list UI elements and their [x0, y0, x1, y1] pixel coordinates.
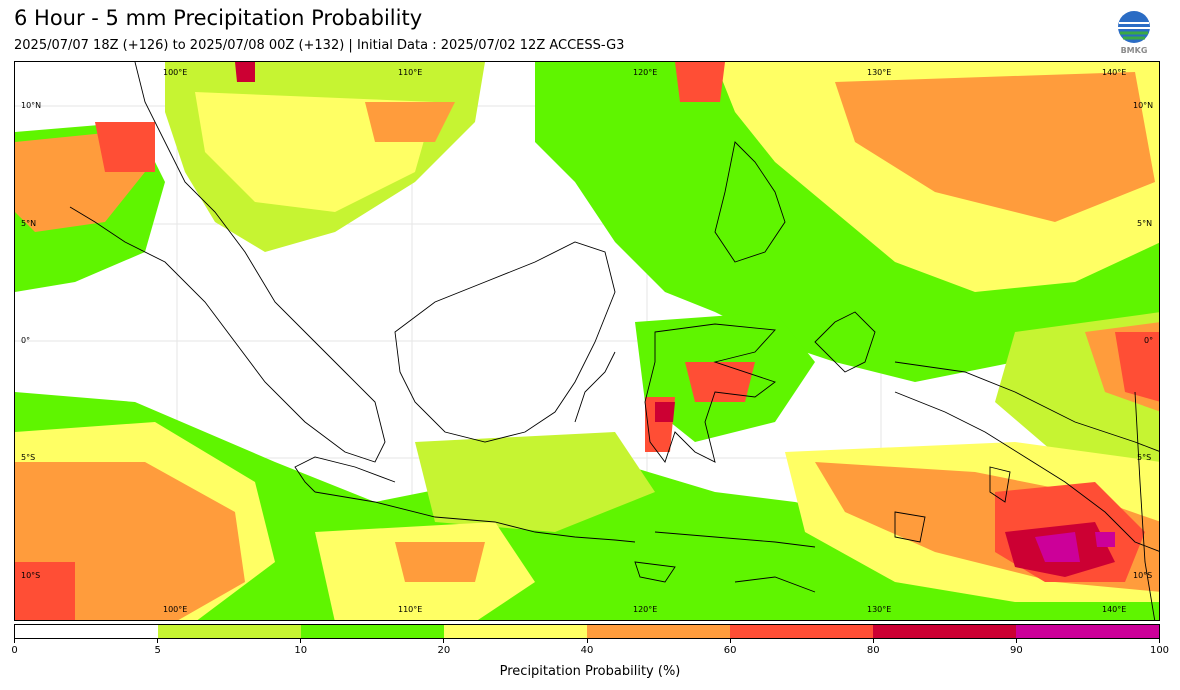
lon-label-120e-top: 120°E: [633, 68, 658, 77]
colorbar-tick-label: 90: [1010, 645, 1023, 656]
colorbar-tick: [729, 639, 731, 643]
lat-label-10n-right: 10°N: [1133, 101, 1154, 110]
colorbar-tick: [1015, 639, 1017, 643]
colorbar-tick-label: 5: [154, 645, 161, 656]
lon-label-130e-top: 130°E: [867, 68, 892, 77]
lon-label-140e-top: 140°E: [1102, 68, 1127, 77]
colorbar-title: Precipitation Probability (%): [499, 664, 681, 679]
chart-subtitle: 2025/07/07 18Z (+126) to 2025/07/08 00Z …: [14, 38, 625, 53]
colorbar-tick: [443, 639, 445, 643]
map-canvas: [15, 62, 1159, 620]
colorbar-segment: [1016, 625, 1159, 638]
lat-label-0-right: 0°: [1144, 336, 1154, 345]
colorbar-tick: [872, 639, 874, 643]
coastlines: [69, 62, 1159, 620]
lat-label-0-left: 0°: [21, 336, 31, 345]
colorbar-tick-label: 20: [437, 645, 451, 656]
colorbar-tick: [14, 639, 15, 643]
colorbar-segment: [587, 625, 730, 638]
colorbar-segment: [444, 625, 587, 638]
colorbar-segment: [15, 625, 158, 638]
colorbar-tick-label: 10: [294, 645, 308, 656]
colorbar-segment: [873, 625, 1016, 638]
colorbar-tick-label: 0: [11, 645, 18, 656]
lon-label-120e-bottom: 120°E: [633, 605, 658, 614]
colorbar-tick: [300, 639, 302, 643]
probability-field: [15, 62, 1159, 620]
lon-label-100e-bottom: 100°E: [163, 605, 188, 614]
colorbar-segment: [158, 625, 301, 638]
precipitation-map: 100°E 110°E 120°E 130°E 140°E 100°E 110°…: [14, 61, 1160, 621]
chart-title: 6 Hour - 5 mm Precipitation Probability: [14, 6, 423, 30]
lon-label-140e-bottom: 140°E: [1102, 605, 1127, 614]
colorbar-tick-label: 100: [1149, 645, 1170, 656]
colorbar-tick: [586, 639, 588, 643]
colorbar-tick: [157, 639, 159, 643]
lon-label-130e-bottom: 130°E: [867, 605, 892, 614]
colorbar-tick-label: 60: [723, 645, 737, 656]
colorbar-segment: [730, 625, 873, 638]
colorbar-tick-label: 80: [866, 645, 880, 656]
lat-label-5n-left: 5°N: [21, 219, 37, 228]
lat-label-5s-right: 5°S: [1137, 453, 1152, 462]
lon-label-110e-top: 110°E: [398, 68, 423, 77]
lat-label-10n-left: 10°N: [21, 101, 42, 110]
colorbar-tick: [1159, 639, 1160, 643]
colorbar: [14, 624, 1160, 639]
bmkg-globe-icon: BMKG: [1118, 11, 1150, 55]
colorbar-segment: [301, 625, 444, 638]
bmkg-logo: BMKG: [1112, 10, 1156, 56]
logo-text: BMKG: [1121, 46, 1148, 55]
lat-label-10s-right: 10°S: [1133, 571, 1153, 580]
lat-label-5s-left: 5°S: [21, 453, 36, 462]
colorbar-tick-label: 40: [580, 645, 594, 656]
lon-label-100e-top: 100°E: [163, 68, 188, 77]
lon-label-110e-bottom: 110°E: [398, 605, 423, 614]
lat-label-5n-right: 5°N: [1137, 219, 1153, 228]
lat-label-10s-left: 10°S: [21, 571, 41, 580]
